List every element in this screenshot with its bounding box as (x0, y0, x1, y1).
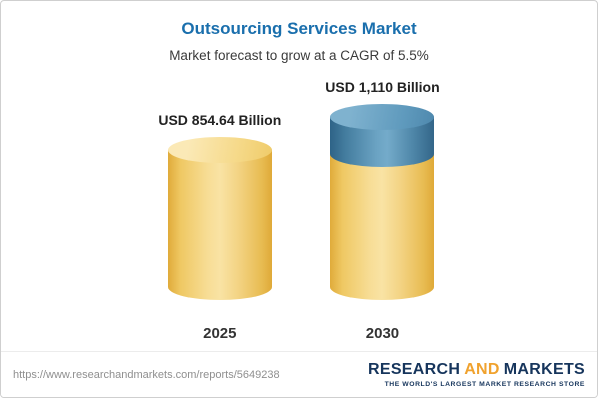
cylinder-top-2025 (167, 137, 272, 163)
cylinder-body-2030 (330, 154, 435, 300)
cylinder-body-2025 (167, 150, 272, 300)
bar-chart: USD 854.64 Billion 2025 USD 1,110 Billio… (1, 79, 597, 342)
chart-title: Outsourcing Services Market (181, 19, 417, 38)
research-and-markets-logo: RESEARCH AND MARKETS THE WORLD'S LARGEST M… (368, 361, 585, 388)
value-label-2030: USD 1,110 Billion (325, 79, 440, 95)
footer: https://www.researchandmarkets.com/repor… (1, 351, 597, 397)
cylinder-top-2030 (330, 104, 435, 130)
bar-group-2025: USD 854.64 Billion 2025 (158, 112, 281, 342)
report-url: https://www.researchandmarkets.com/repor… (13, 368, 280, 381)
bar-2030 (330, 104, 435, 313)
logo-wordmark: RESEARCH AND MARKETS (368, 361, 585, 379)
bar-group-2030: USD 1,110 Billion 2030 (325, 79, 439, 342)
category-label-2025: 2025 (203, 325, 237, 342)
logo-word-research: RESEARCH (368, 361, 461, 379)
bar-2025 (167, 137, 272, 313)
logo-word-markets: MARKETS (503, 361, 585, 379)
category-label-2030: 2030 (365, 325, 400, 342)
value-label-2025: USD 854.64 Billion (158, 112, 282, 128)
chart-subtitle: Market forecast to grow at a CAGR of 5.5… (169, 48, 429, 63)
logo-word-and: AND (464, 361, 500, 379)
logo-tagline: THE WORLD'S LARGEST MARKET RESEARCH STOR… (384, 380, 585, 388)
